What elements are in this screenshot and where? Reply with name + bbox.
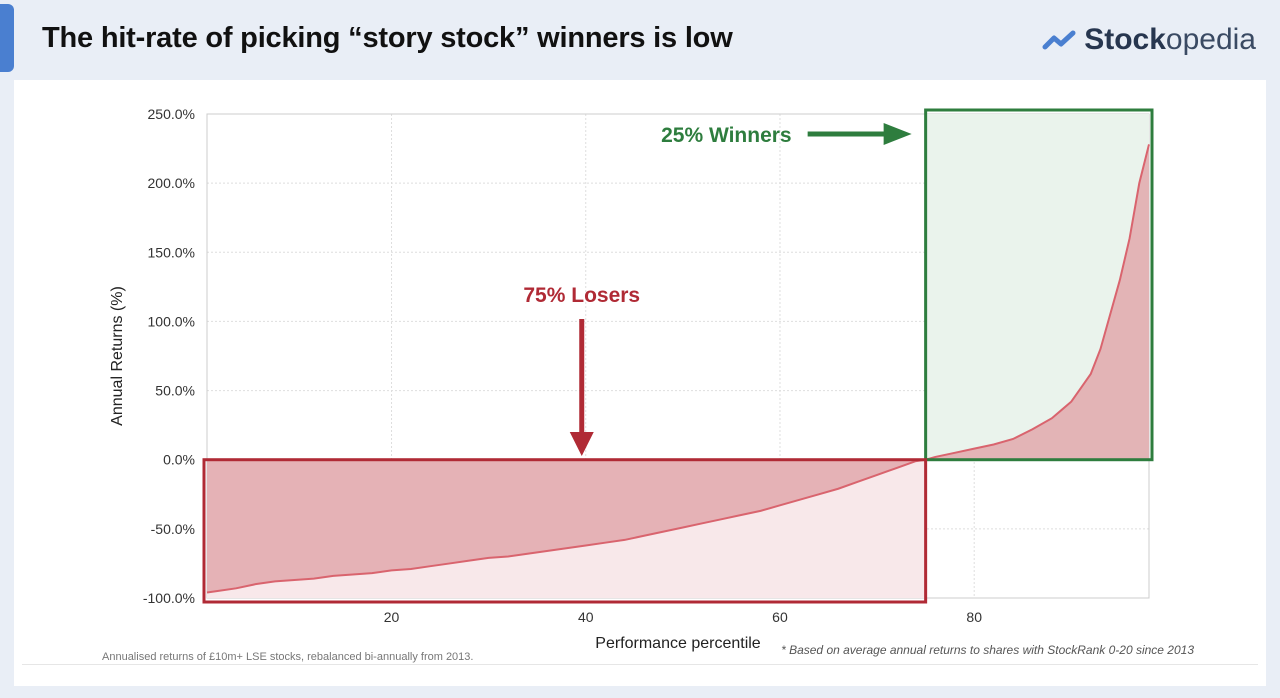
header: The hit-rate of picking “story stock” wi… [0, 0, 1280, 80]
chart-card: 250.0% 200.0% 150.0% 100.0% 50.0% 0.0% -50.0% -… [14, 80, 1266, 686]
stockopedia-logo[interactable]: Stockopedia [1042, 20, 1256, 60]
y-tick-label: 100.0% [148, 313, 195, 329]
losers-arrow-head [569, 432, 594, 456]
footer-divider [22, 664, 1258, 665]
y-tick-label: 150.0% [148, 244, 195, 260]
losers-label: 75% Losers [523, 284, 640, 307]
logo-text-regular: opedia [1165, 23, 1256, 56]
caption-left: Annualised returns of £10m+ LSE stocks, … [102, 651, 474, 663]
logo-text: Stockopedia [1084, 23, 1256, 57]
x-tick-label: 20 [384, 609, 400, 625]
area-chart: 250.0% 200.0% 150.0% 100.0% 50.0% 0.0% -50.0% -… [109, 106, 1154, 652]
trend-line-icon [1042, 30, 1076, 50]
y-tick-label: -50.0% [151, 521, 195, 537]
y-tick-label: 0.0% [163, 452, 195, 468]
x-tick-label: 60 [772, 609, 788, 625]
winners-box [924, 108, 1154, 462]
y-axis-label: Annual Returns (%) [109, 286, 126, 426]
returns-area [207, 144, 1149, 593]
winners-label: 25% Winners [661, 124, 792, 147]
x-tick-label: 80 [966, 609, 982, 625]
x-tick-label: 40 [578, 609, 594, 625]
returns-line [206, 144, 1150, 594]
y-tick-label: 50.0% [155, 383, 195, 399]
y-tick-label: -100.0% [143, 590, 195, 606]
logo-text-bold: Stock [1084, 23, 1166, 56]
y-tick-label: 250.0% [148, 106, 195, 122]
x-axis-label: Performance percentile [595, 635, 761, 652]
losers-box [202, 458, 928, 604]
winners-arrow-head [883, 123, 912, 145]
page-title: The hit-rate of picking “story stock” wi… [42, 22, 733, 54]
accent-bar [0, 4, 14, 72]
caption-right: * Based on average annual returns to sha… [781, 643, 1194, 657]
y-tick-label: 200.0% [148, 175, 195, 191]
